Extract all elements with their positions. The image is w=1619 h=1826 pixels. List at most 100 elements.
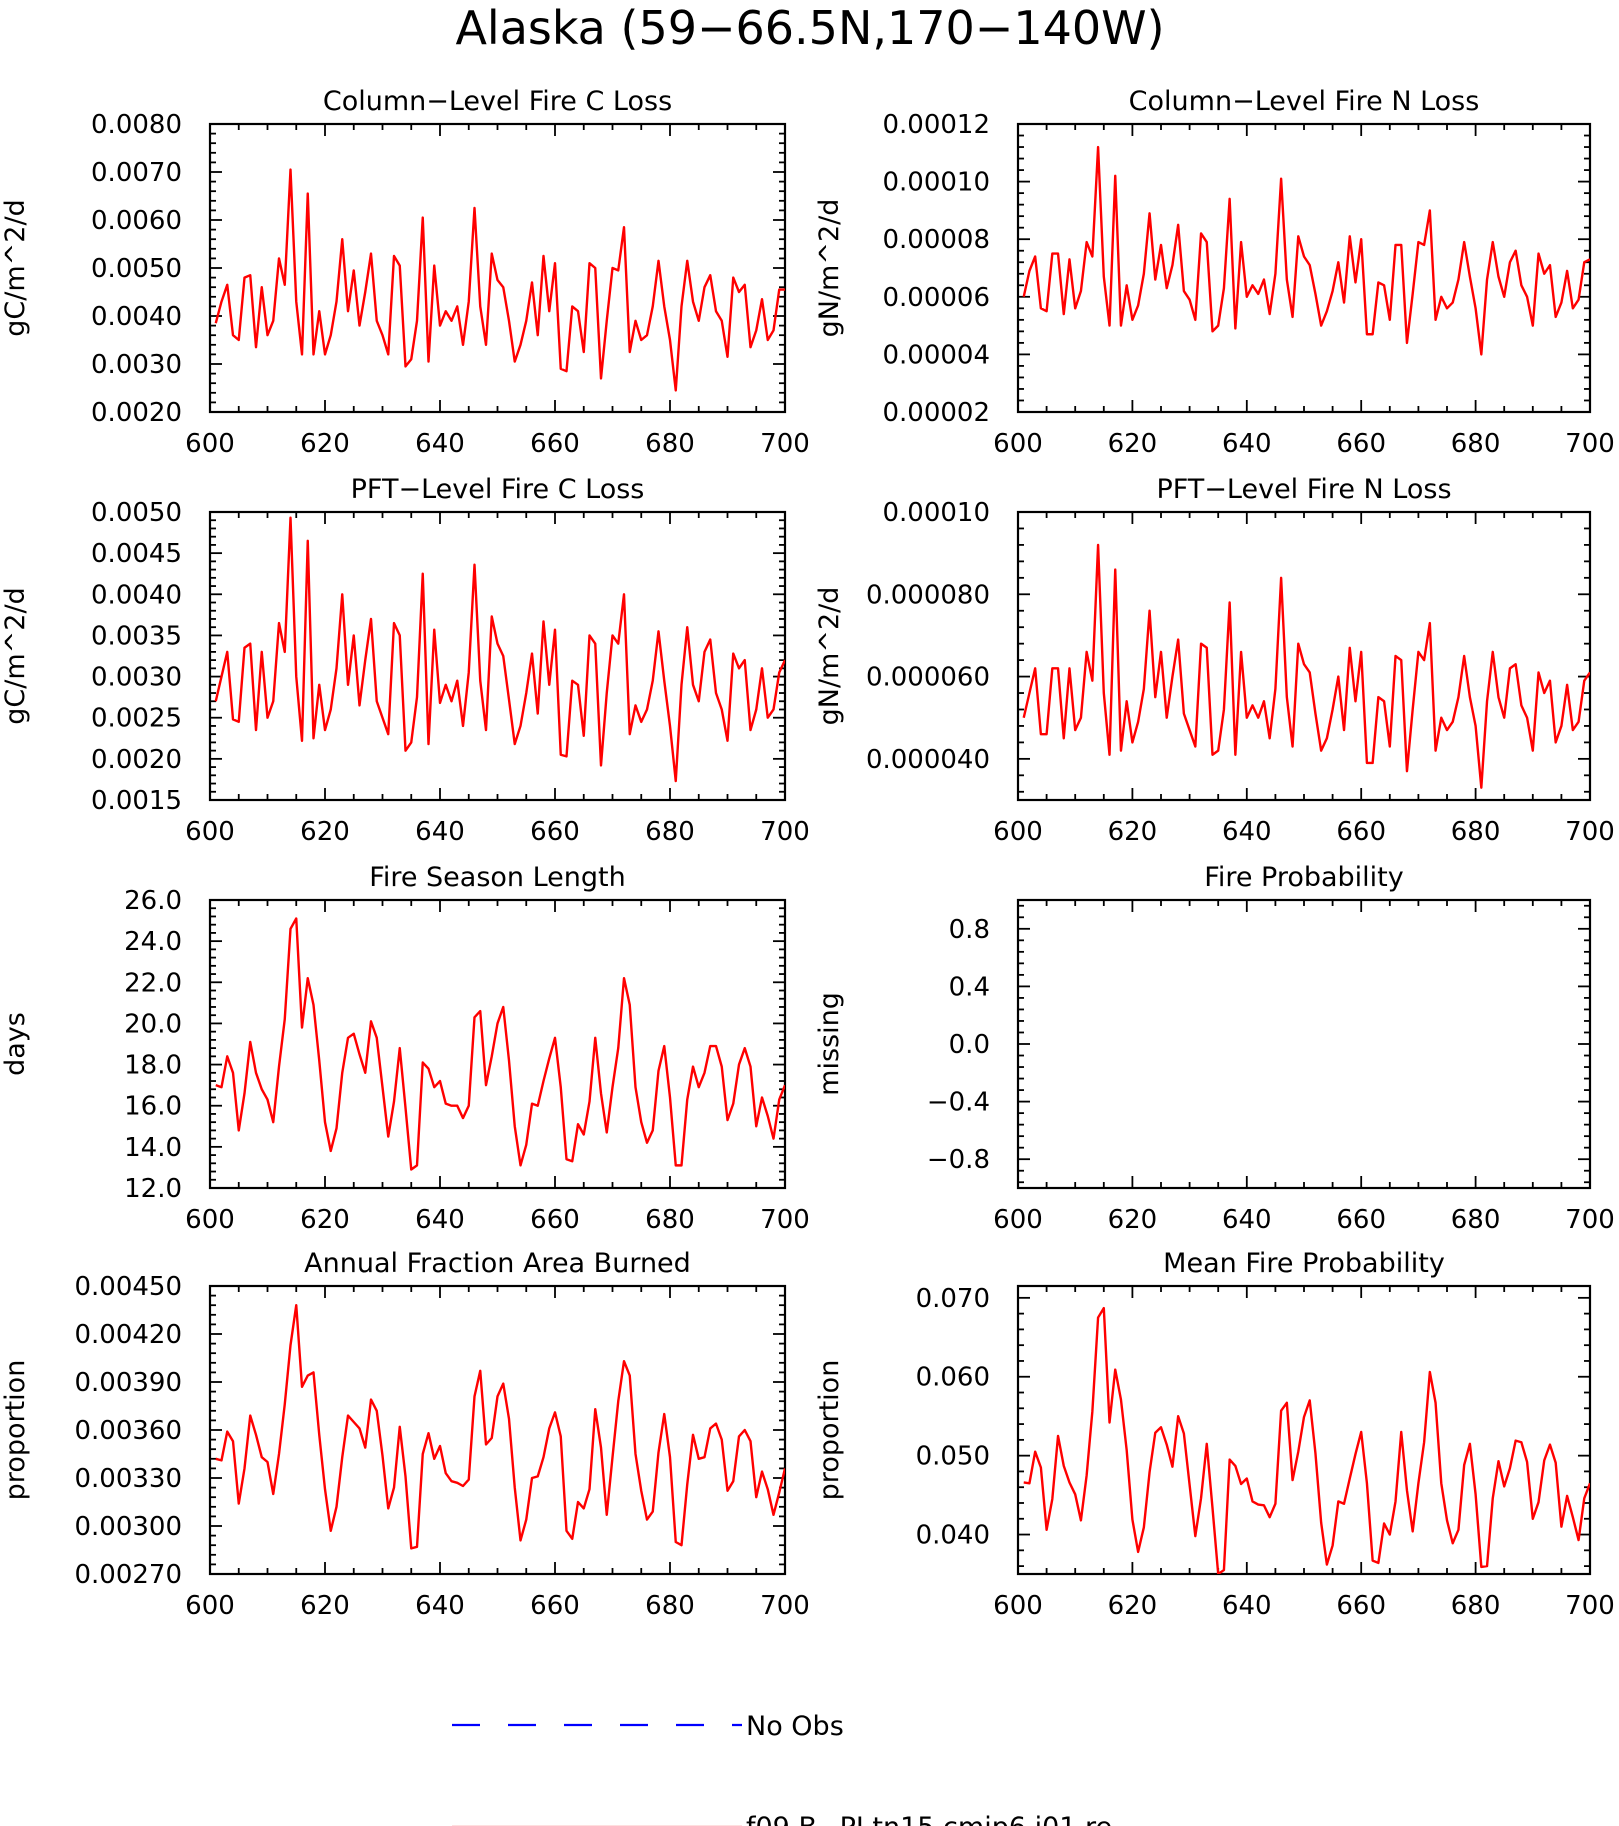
col-fire-c-x-tick-label: 640 [415, 429, 465, 459]
area-burned-x-tick-label: 640 [415, 1591, 465, 1621]
fire-prob-y-ticks [1018, 904, 1590, 1184]
mean-fire-prob-panel: Mean Fire Probability 600 620 640 660 680 700 0… [814, 1248, 1615, 1621]
legend-model-label: f09.B−PI.tn15.cmip6.j01.re [746, 1812, 1112, 1826]
pft-fire-n-x-tick-label: 700 [1565, 817, 1615, 847]
fire-season-y-tick-label: 22.0 [124, 968, 182, 998]
chart-panels: Column−Level Fire C Loss 600 620 640 660 680 7… [0, 86, 1615, 1621]
col-fire-c-x-tick-label: 660 [530, 429, 580, 459]
area-burned-y-tick-label: 0.00360 [74, 1416, 182, 1446]
col-fire-c-panel: Column−Level Fire C Loss 600 620 640 660 680 7… [0, 86, 810, 459]
mean-fire-prob-x-tick-label: 600 [993, 1591, 1043, 1621]
col-fire-n-x-tick-label: 620 [1108, 429, 1158, 459]
fire-season-y-tick-label: 26.0 [124, 886, 182, 916]
pft-fire-c-y-tick-label: 0.0040 [91, 580, 182, 610]
area-burned-x-tick-label: 600 [185, 1591, 235, 1621]
pft-fire-n-y-tick-label: 0.000080 [866, 580, 990, 610]
pft-fire-c-x-tick-label: 680 [645, 817, 695, 847]
area-burned-y-axis-label: proportion [0, 1360, 31, 1501]
pft-fire-n-x-tick-label: 660 [1336, 817, 1386, 847]
area-burned-x-tick-label: 700 [760, 1591, 810, 1621]
mean-fire-prob-y-ticks [1018, 1296, 1590, 1568]
mean-fire-prob-y-tick-label: 0.070 [916, 1284, 990, 1314]
fire-season-plot-frame [208, 898, 787, 1190]
pft-fire-n-y-ticks [1018, 511, 1590, 793]
pft-fire-n-y-tick-label: 0.00010 [882, 498, 990, 528]
pft-fire-c-y-tick-label: 0.0030 [91, 663, 182, 693]
fire-season-series-line [215, 917, 785, 1171]
col-fire-c-x-tick-label: 680 [645, 429, 695, 459]
col-fire-c-plot-frame [208, 122, 787, 414]
fire-prob-x-tick-label: 620 [1108, 1205, 1158, 1235]
col-fire-c-y-tick-label: 0.0040 [91, 302, 182, 332]
col-fire-n-y-axis-label: gN/m^2/d [814, 199, 845, 338]
area-burned-y-tick-label: 0.00300 [74, 1512, 182, 1542]
pft-fire-c-y-tick-label: 0.0025 [91, 704, 182, 734]
fire-season-x-tick-label: 680 [645, 1205, 695, 1235]
fire-prob-x-tick-label: 680 [1451, 1205, 1501, 1235]
col-fire-c-y-tick-label: 0.0020 [91, 398, 182, 428]
area-burned-title: Annual Fraction Area Burned [304, 1248, 691, 1279]
area-burned-plot-frame [208, 1284, 787, 1576]
mean-fire-prob-title: Mean Fire Probability [1163, 1248, 1445, 1279]
pft-fire-n-x-tick-label: 680 [1451, 817, 1501, 847]
pft-fire-n-x-tick-label: 600 [993, 817, 1043, 847]
col-fire-n-y-tick-label: 0.00008 [882, 225, 990, 255]
legend: No Obs f09.B−PI.tn15.cmip6.j01.re [452, 1711, 1112, 1826]
pft-fire-c-y-tick-label: 0.0045 [91, 539, 182, 569]
pft-fire-c-y-tick-label: 0.0020 [91, 745, 182, 775]
col-fire-n-x-tick-label: 600 [993, 429, 1043, 459]
pft-fire-c-y-axis-label: gC/m^2/d [0, 587, 31, 724]
pft-fire-n-panel: PFT−Level Fire N Loss 600 620 640 660 680 700 0… [814, 474, 1615, 847]
fire-season-y-tick-label: 14.0 [124, 1133, 182, 1163]
pft-fire-n-y-tick-label: 0.000060 [866, 663, 990, 693]
mean-fire-prob-y-tick-label: 0.050 [916, 1442, 990, 1472]
col-fire-c-x-ticks [209, 124, 786, 412]
pft-fire-n-x-tick-label: 640 [1222, 817, 1272, 847]
col-fire-n-series-line [1022, 145, 1590, 356]
mean-fire-prob-y-axis-label: proportion [814, 1360, 845, 1501]
col-fire-c-x-tick-label: 620 [300, 429, 350, 459]
fire-season-panel: Fire Season Length 600 620 640 660 680 700 12.0… [0, 862, 810, 1235]
pft-fire-c-x-ticks [209, 512, 786, 800]
fire-prob-x-ticks [1017, 900, 1591, 1188]
pft-fire-c-y-tick-label: 0.0035 [91, 621, 182, 651]
fire-season-y-tick-label: 16.0 [124, 1092, 182, 1122]
col-fire-c-series-line [214, 168, 785, 392]
pft-fire-c-series-line [214, 516, 785, 783]
col-fire-n-x-tick-label: 700 [1565, 429, 1615, 459]
area-burned-series-line [215, 1303, 785, 1550]
figure-title: Alaska (59−66.5N,170−140W) [455, 1, 1164, 55]
pft-fire-n-title: PFT−Level Fire N Loss [1156, 474, 1451, 505]
fire-season-title: Fire Season Length [369, 862, 625, 893]
area-burned-x-tick-label: 620 [300, 1591, 350, 1621]
pft-fire-c-x-tick-label: 600 [185, 817, 235, 847]
area-burned-y-ticks [210, 1285, 785, 1575]
col-fire-n-y-tick-label: 0.00012 [882, 110, 990, 140]
mean-fire-prob-x-tick-label: 620 [1108, 1591, 1158, 1621]
pft-fire-c-title: PFT−Level Fire C Loss [351, 474, 645, 505]
col-fire-n-title: Column−Level Fire N Loss [1129, 86, 1480, 117]
col-fire-c-y-tick-label: 0.0030 [91, 350, 182, 380]
pft-fire-c-y-tick-label: 0.0015 [91, 786, 182, 816]
col-fire-n-x-tick-label: 680 [1451, 429, 1501, 459]
fire-season-y-tick-label: 20.0 [124, 1009, 182, 1039]
col-fire-c-x-tick-label: 700 [760, 429, 810, 459]
col-fire-n-y-tick-label: 0.00010 [882, 168, 990, 198]
col-fire-c-y-tick-label: 0.0060 [91, 206, 182, 236]
fire-season-x-ticks [209, 900, 786, 1188]
fire-prob-y-axis-label: missing [814, 992, 845, 1096]
fire-prob-x-tick-label: 600 [993, 1205, 1043, 1235]
fire-season-y-tick-label: 12.0 [124, 1174, 182, 1204]
fire-season-x-tick-label: 640 [415, 1205, 465, 1235]
pft-fire-c-x-tick-label: 700 [760, 817, 810, 847]
fire-season-y-ticks [210, 899, 785, 1189]
col-fire-n-x-tick-label: 660 [1336, 429, 1386, 459]
col-fire-c-title: Column−Level Fire C Loss [323, 86, 672, 117]
fire-season-y-axis-label: days [0, 1012, 31, 1076]
fire-season-x-tick-label: 620 [300, 1205, 350, 1235]
area-burned-y-tick-label: 0.00330 [74, 1464, 182, 1494]
pft-fire-n-series-line [1022, 543, 1590, 789]
area-burned-x-tick-label: 680 [645, 1591, 695, 1621]
pft-fire-n-x-ticks [1017, 512, 1591, 800]
